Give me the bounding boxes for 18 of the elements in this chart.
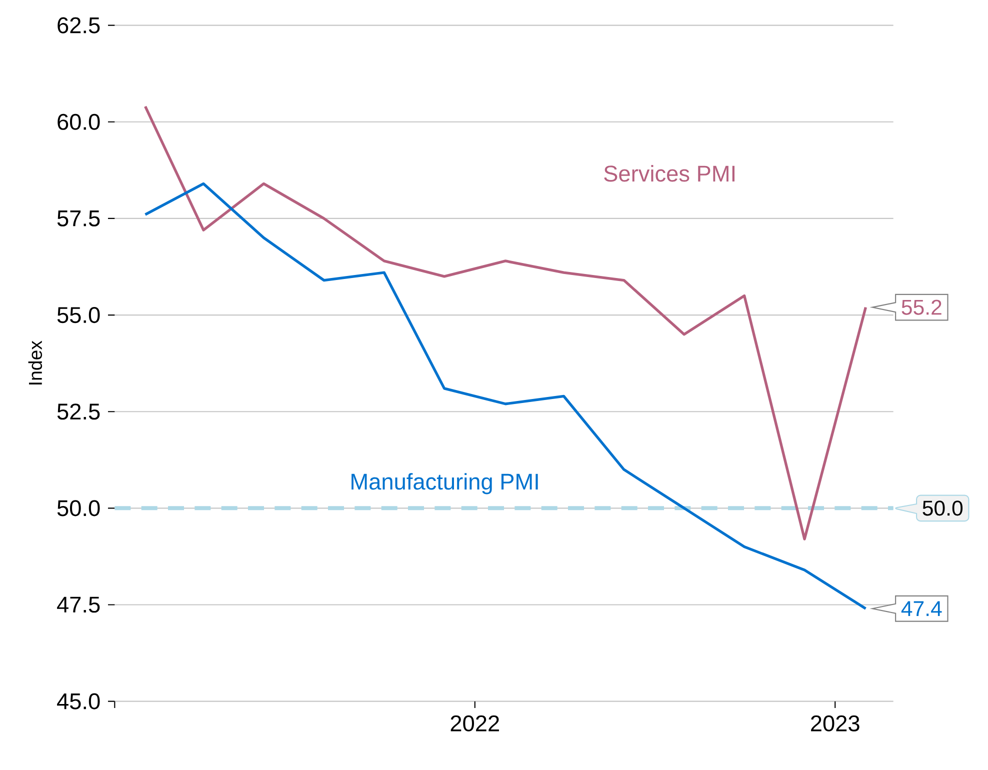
y-tick-label: 55.0 [57, 307, 100, 324]
y-tick-label: 52.5 [57, 404, 100, 420]
text: Services PMI [604, 165, 734, 182]
data-label: 55.2 [902, 300, 942, 315]
y-tick-label: 45.0 [57, 693, 100, 710]
line-series [144, 105, 868, 540]
line-series [144, 182, 868, 610]
y-axis-title: Index [28, 340, 42, 384]
ref-line-label: 50.0 [922, 500, 963, 516]
x-tick-label: 2023 [811, 715, 860, 732]
y-tick-label: 47.5 [57, 596, 100, 613]
y-tick-label: 50.0 [57, 500, 100, 516]
text: Manufacturing PMI [352, 473, 538, 494]
y-tick-label: 62.5 [58, 17, 100, 34]
x-tick-label: 2022 [450, 715, 499, 732]
data-label: 47.4 [901, 601, 942, 616]
y-tick-label: 57.5 [57, 210, 100, 226]
y-tick-label: 60.0 [58, 114, 100, 130]
